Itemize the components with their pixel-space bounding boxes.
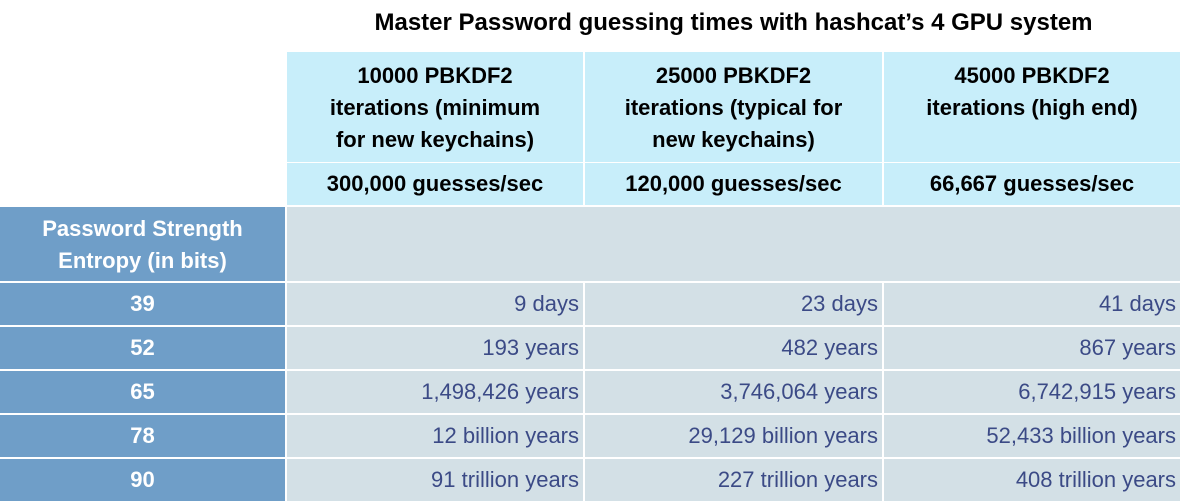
table-cell: 408 trillion years: [884, 459, 1180, 501]
column-header-45000: 45000 PBKDF2 iterations (high end): [884, 52, 1180, 162]
column-header-line: for new keychains): [335, 127, 535, 152]
table-cell: 227 trillion years: [585, 459, 882, 501]
row-header-line: Entropy (in bits): [58, 248, 227, 273]
column-header-line: iterations (high end): [926, 95, 1138, 120]
table-cell: 193 years: [287, 327, 583, 369]
guess-rate-25000: 120,000 guesses/sec: [585, 163, 882, 205]
table-cell: 9 days: [287, 283, 583, 325]
table-cell: 23 days: [585, 283, 882, 325]
table-cell: 29,129 billion years: [585, 415, 882, 457]
column-header-line: iterations (minimum: [329, 95, 541, 120]
column-header-line: 25000 PBKDF2: [655, 63, 812, 88]
entropy-39: 39: [0, 283, 285, 325]
table-cell: 6,742,915 years: [884, 371, 1180, 413]
entropy-65: 65: [0, 371, 285, 413]
column-header-line: 10000 PBKDF2: [357, 63, 513, 88]
column-header-line: iterations (typical for: [624, 95, 843, 120]
column-header-line: new keychains): [652, 127, 815, 152]
row-header-title: Password Strength Entropy (in bits): [0, 207, 285, 281]
table-cell: 1,498,426 years: [287, 371, 583, 413]
guess-rate-10000: 300,000 guesses/sec: [287, 163, 583, 205]
blank-header-band: [287, 207, 1180, 281]
entropy-52: 52: [0, 327, 285, 369]
column-header-25000: 25000 PBKDF2 iterations (typical for new…: [585, 52, 882, 162]
table-cell: 482 years: [585, 327, 882, 369]
table-cell: 867 years: [884, 327, 1180, 369]
column-header-10000: 10000 PBKDF2 iterations (minimum for new…: [287, 52, 583, 162]
row-header-line: Password Strength: [42, 216, 243, 241]
entropy-90: 90: [0, 459, 285, 501]
table-cell: 91 trillion years: [287, 459, 583, 501]
table-cell: 12 billion years: [287, 415, 583, 457]
table-cell: 41 days: [884, 283, 1180, 325]
table-cell: 52,433 billion years: [884, 415, 1180, 457]
guess-rate-45000: 66,667 guesses/sec: [884, 163, 1180, 205]
table-title: Master Password guessing times with hash…: [374, 9, 1093, 36]
entropy-78: 78: [0, 415, 285, 457]
column-header-line: 45000 PBKDF2: [954, 63, 1110, 88]
table-cell: 3,746,064 years: [585, 371, 882, 413]
